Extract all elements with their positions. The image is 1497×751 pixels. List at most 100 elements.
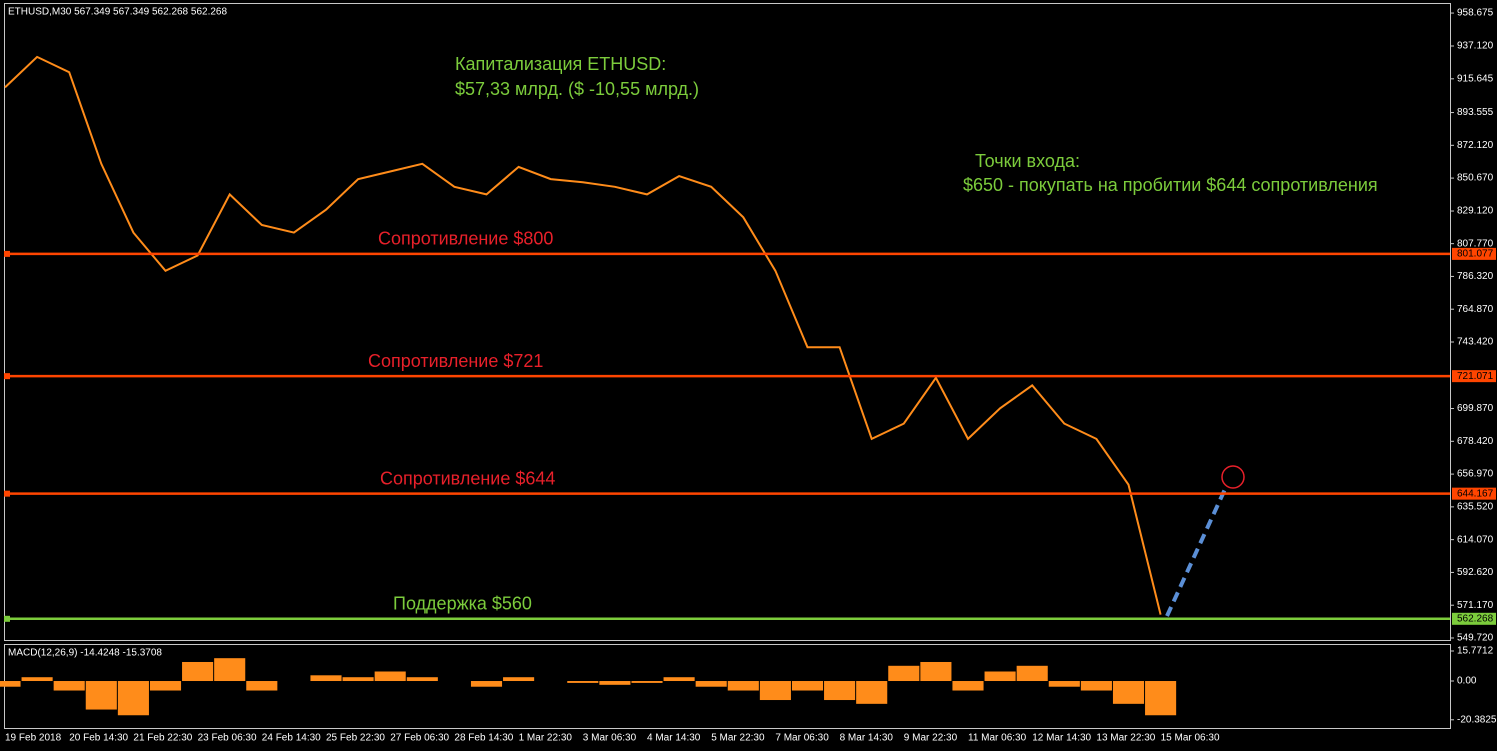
level-marker <box>4 615 10 622</box>
y-tick-label: 614.070 <box>1457 534 1494 545</box>
x-tick-label: 9 Mar 22:30 <box>904 733 958 744</box>
macd-bar <box>470 681 503 687</box>
y-tick-label: 958.675 <box>1457 8 1494 19</box>
macd-bar <box>759 681 791 701</box>
macd-bar <box>567 681 599 683</box>
macd-bar <box>117 681 149 716</box>
x-tick-label: 21 Feb 22:30 <box>133 733 192 744</box>
projection-arrow <box>1165 486 1228 617</box>
macd-y-tick-label: 0.00 <box>1457 676 1477 687</box>
price-line <box>4 55 1162 615</box>
macd-bar <box>599 681 631 685</box>
annotation: $57,33 млрд. ($ -10,55 млрд.) <box>455 79 699 99</box>
macd-bar <box>695 681 727 687</box>
macd-bar <box>1048 681 1080 687</box>
macd-bar <box>984 671 1016 682</box>
macd-bar <box>631 681 663 683</box>
x-tick-label: 25 Feb 22:30 <box>326 733 385 744</box>
level-price-box <box>1452 370 1496 383</box>
y-tick-label: 549.720 <box>1457 633 1494 644</box>
y-tick-label: 872.120 <box>1457 140 1494 151</box>
level-price-label: 721.071 <box>1457 371 1494 382</box>
macd-bar <box>824 681 856 701</box>
x-tick-label: 15 Mar 06:30 <box>1161 733 1220 744</box>
y-tick-label: 699.870 <box>1457 403 1494 414</box>
macd-y-tick-label: 15.7712 <box>1457 646 1494 657</box>
level-price-label: 562.268 <box>1457 613 1494 624</box>
macd-bar <box>246 681 278 691</box>
y-tick-label: 915.645 <box>1457 73 1494 84</box>
macd-panel <box>4 644 1451 729</box>
macd-bar <box>214 658 246 682</box>
macd-bar <box>727 681 759 691</box>
level-marker <box>4 373 10 380</box>
x-tick-label: 8 Mar 14:30 <box>840 733 894 744</box>
macd-bar <box>663 677 695 682</box>
level-label: Сопротивление $800 <box>378 229 553 249</box>
x-tick-label: 7 Mar 06:30 <box>775 733 829 744</box>
price-panel <box>4 3 1451 641</box>
x-tick-label: 13 Mar 22:30 <box>1096 733 1155 744</box>
x-tick-label: 23 Feb 06:30 <box>198 733 257 744</box>
target-circle <box>1221 465 1245 489</box>
macd-bar <box>53 681 85 691</box>
macd-bar <box>1016 665 1048 682</box>
macd-bar <box>888 665 920 682</box>
macd-bar <box>1145 681 1177 716</box>
x-tick-label: 27 Feb 06:30 <box>390 733 449 744</box>
x-tick-label: 4 Mar 14:30 <box>647 733 701 744</box>
level-price-label: 644.167 <box>1457 488 1494 499</box>
macd-title: MACD(12,26,9) -14.4248 -15.3708 <box>8 648 162 659</box>
level-marker <box>4 250 10 257</box>
level-price-box <box>1452 487 1496 500</box>
x-tick-label: 12 Mar 14:30 <box>1032 733 1091 744</box>
macd-bar <box>952 681 984 691</box>
macd-y-tick-label: -20.3825 <box>1457 714 1497 725</box>
chart-title: ETHUSD,M30 567.349 567.349 562.268 562.2… <box>8 7 227 18</box>
macd-bar <box>310 675 342 682</box>
level-marker <box>4 490 10 497</box>
y-tick-label: 635.520 <box>1457 502 1494 513</box>
annotation: $650 - покупать на пробитии $644 сопроти… <box>963 175 1378 195</box>
y-tick-label: 743.420 <box>1457 337 1494 348</box>
level-price-box <box>1452 612 1496 625</box>
annotation: Капитализация ETHUSD: <box>455 54 666 74</box>
y-tick-label: 850.670 <box>1457 173 1494 184</box>
y-tick-label: 656.970 <box>1457 469 1494 480</box>
y-tick-label: 786.320 <box>1457 271 1494 282</box>
macd-bar <box>920 661 952 682</box>
macd-bar <box>1112 681 1145 704</box>
x-tick-label: 1 Mar 22:30 <box>519 733 573 744</box>
macd-bar <box>149 681 182 691</box>
level-label: Сопротивление $644 <box>380 468 555 488</box>
y-tick-label: 937.120 <box>1457 41 1494 52</box>
x-tick-label: 11 Mar 06:30 <box>968 733 1027 744</box>
macd-bar <box>342 677 374 682</box>
y-tick-label: 807.770 <box>1457 238 1494 249</box>
x-tick-label: 20 Feb 14:30 <box>69 733 128 744</box>
x-tick-label: 19 Feb 2018 <box>5 733 62 744</box>
macd-bar <box>503 677 535 682</box>
macd-bar <box>374 671 406 682</box>
level-label: Сопротивление $721 <box>368 351 543 371</box>
macd-bar <box>85 681 117 710</box>
y-tick-label: 678.420 <box>1457 436 1494 447</box>
y-tick-label: 829.120 <box>1457 206 1494 217</box>
level-label: Поддержка $560 <box>393 594 532 614</box>
macd-bar <box>21 677 53 682</box>
macd-bar <box>791 681 824 691</box>
x-tick-label: 28 Feb 14:30 <box>454 733 513 744</box>
annotation: Точки входа: <box>975 151 1080 171</box>
y-tick-label: 571.170 <box>1457 600 1494 611</box>
macd-bar <box>182 661 214 682</box>
level-price-label: 801.077 <box>1457 249 1494 260</box>
x-tick-label: 5 Mar 22:30 <box>711 733 765 744</box>
macd-bar <box>1080 681 1112 691</box>
y-tick-label: 764.870 <box>1457 304 1494 315</box>
x-tick-label: 24 Feb 14:30 <box>262 733 321 744</box>
macd-bar <box>406 677 438 682</box>
y-tick-label: 893.555 <box>1457 107 1494 118</box>
level-price-box <box>1452 247 1496 260</box>
